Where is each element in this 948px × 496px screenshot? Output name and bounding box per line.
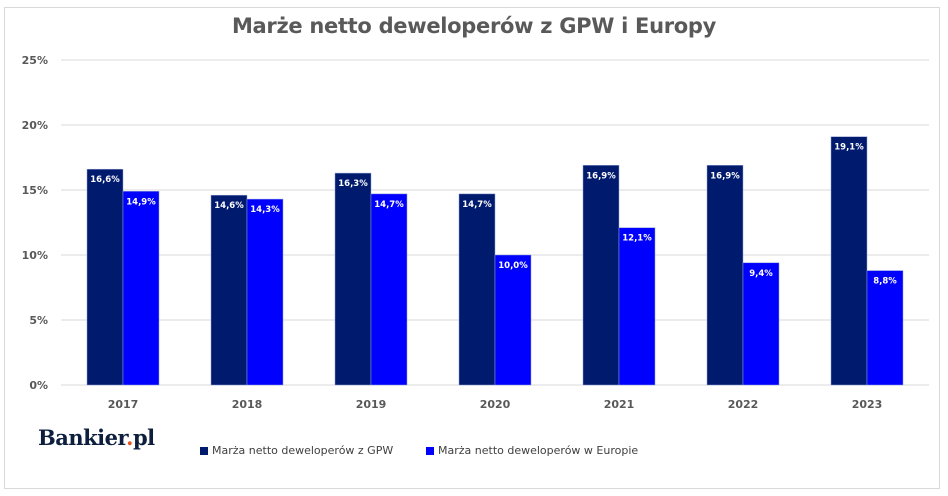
- bar-gpw-2019: [334, 172, 372, 386]
- x-tick-label: 2018: [232, 398, 263, 411]
- data-label: 16,9%: [710, 171, 740, 181]
- bar-gpw-2020: [458, 193, 496, 386]
- legend-item-gpw: Marża netto deweloperów z GPW: [200, 444, 393, 457]
- bars: [86, 136, 904, 386]
- legend-swatch-europe: [426, 446, 434, 455]
- legend-label-gpw: Marża netto deweloperów z GPW: [212, 444, 394, 457]
- x-tick-label: 2020: [480, 398, 511, 411]
- data-labels: 16,6% 14,9% 14,6% 14,3% 16,3% 14,7% 14,7% 10,0%…: [90, 143, 897, 287]
- data-label: 16,3%: [338, 179, 368, 189]
- y-tick-label: 5%: [29, 314, 48, 327]
- bar-europe-2018: [246, 198, 284, 386]
- data-label: 10,0%: [498, 261, 528, 271]
- x-tick-label: 2017: [108, 398, 139, 411]
- data-label: 16,9%: [586, 171, 616, 181]
- x-tick-label: 2022: [728, 398, 759, 411]
- x-tick-label: 2019: [356, 398, 387, 411]
- y-tick-label: 15%: [22, 184, 48, 197]
- y-tick-label: 25%: [22, 54, 48, 67]
- data-label: 14,7%: [462, 200, 492, 210]
- bar-europe-2022: [742, 262, 780, 386]
- bankier-logo: Bankier.pl: [38, 425, 155, 450]
- x-tick-label: 2023: [852, 398, 883, 411]
- data-label: 14,7%: [374, 200, 404, 210]
- bar-gpw-2018: [210, 194, 248, 386]
- chart-title: Marże netto deweloperów z GPW i Europy: [231, 14, 717, 38]
- bar-europe-2021: [618, 227, 656, 386]
- data-label: 8,8%: [873, 277, 897, 287]
- legend-swatch-gpw: [200, 446, 208, 455]
- data-label: 14,3%: [250, 205, 280, 215]
- x-tick-label: 2021: [604, 398, 635, 411]
- data-label: 19,1%: [834, 143, 864, 153]
- legend-item-europe: Marża netto deweloperów w Europie: [426, 444, 638, 457]
- bar-gpw-2021: [582, 165, 620, 386]
- bar-europe-2020: [494, 254, 532, 386]
- bar-europe-2019: [370, 193, 408, 386]
- y-tick-label: 20%: [22, 119, 48, 132]
- data-label: 14,6%: [214, 201, 244, 211]
- bar-gpw-2022: [706, 165, 744, 386]
- y-axis-ticks: 0% 5% 10% 15% 20% 25%: [22, 54, 48, 392]
- bar-europe-2023: [866, 270, 904, 386]
- y-tick-label: 10%: [22, 249, 48, 262]
- data-label: 16,6%: [90, 175, 120, 185]
- bar-europe-2017: [122, 191, 160, 386]
- bar-gpw-2017: [86, 168, 124, 386]
- x-axis-ticks: 2017 2018 2019 2020 2021 2022 2023: [108, 398, 883, 411]
- data-label: 14,9%: [126, 197, 156, 207]
- bar-gpw-2023: [830, 136, 868, 386]
- y-tick-label: 0%: [29, 379, 48, 392]
- data-label: 12,1%: [622, 234, 652, 244]
- data-label: 9,4%: [749, 269, 773, 279]
- legend-label-europe: Marża netto deweloperów w Europie: [438, 444, 639, 457]
